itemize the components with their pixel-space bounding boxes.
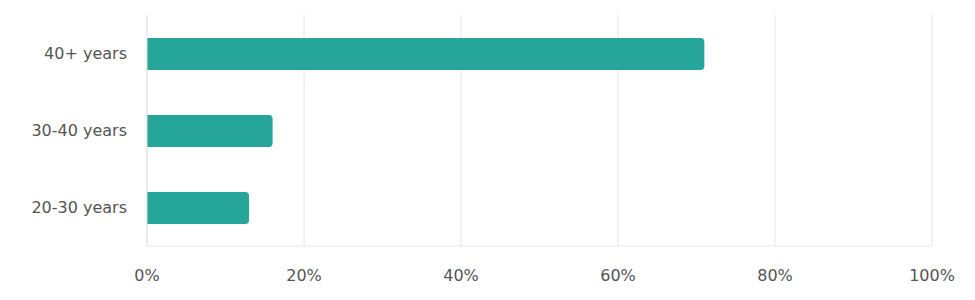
svg-text:40%: 40% bbox=[443, 266, 479, 285]
svg-text:80%: 80% bbox=[757, 266, 793, 285]
svg-text:20-30 years: 20-30 years bbox=[31, 198, 127, 217]
svg-text:20%: 20% bbox=[286, 266, 322, 285]
svg-text:30-40 years: 30-40 years bbox=[31, 121, 127, 140]
svg-text:100%: 100% bbox=[909, 266, 955, 285]
svg-text:40+ years: 40+ years bbox=[44, 44, 127, 63]
svg-text:60%: 60% bbox=[600, 266, 636, 285]
svg-text:0%: 0% bbox=[134, 266, 159, 285]
